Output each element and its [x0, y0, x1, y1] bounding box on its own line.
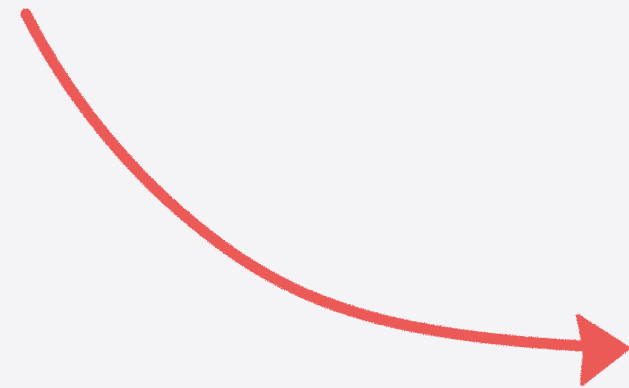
hand-drawn-curved-arrow-icon [20, 8, 629, 386]
arrow-shaft-texture [27, 17, 599, 348]
arrow-head [576, 314, 629, 386]
